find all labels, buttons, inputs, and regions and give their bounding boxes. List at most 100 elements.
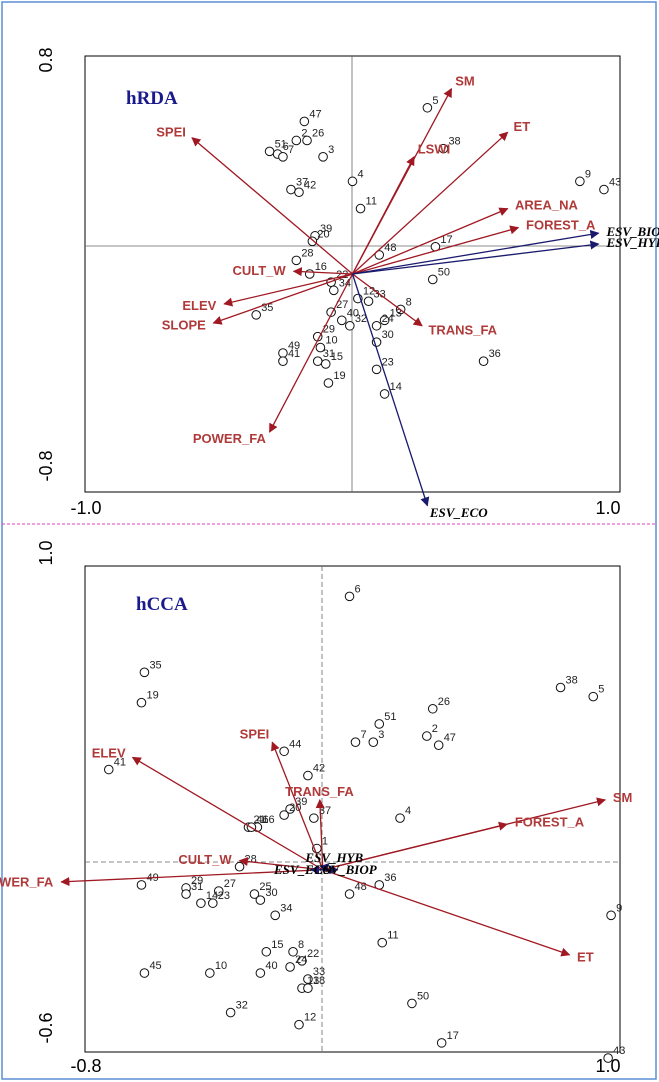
site-label-11: 11: [387, 930, 398, 942]
site-label-20: 20: [317, 228, 329, 240]
site-label-30: 30: [382, 329, 394, 341]
env-arrows: SM FOREST_A ET SPEI ELEV TRANS_FA CULT_W POWER_…: [0, 727, 632, 965]
arrow-label-forest-a: FOREST_A: [515, 814, 585, 829]
arrow-cult-w: [292, 267, 353, 277]
site-point-38: [555, 682, 566, 693]
site-point-23: [208, 898, 218, 908]
site-point-11: [377, 937, 388, 948]
arrow-label-slope: SLOPE: [162, 318, 206, 333]
site-label-41: 41: [288, 348, 300, 360]
site-point-26: [427, 703, 438, 714]
site-label-37: 37: [296, 177, 308, 189]
site-point-37: [286, 184, 296, 195]
site-label-43: 43: [613, 1045, 625, 1057]
arrow-label-et: ET: [577, 949, 594, 964]
arrow-label-power-fa: POWER_FA: [193, 431, 267, 446]
site-label-26: 26: [438, 696, 450, 708]
site-label-48: 48: [384, 242, 396, 254]
site-point-3: [368, 737, 379, 747]
site-point-28: [291, 255, 302, 266]
arrow-trans-fa: [352, 273, 423, 327]
arrow-label-lswi: LSWI: [418, 142, 451, 157]
arrow-forest-a: [322, 821, 508, 871]
arrow-label-power-fa: POWER_FA: [0, 874, 54, 889]
arrow-esv-eco: [351, 273, 430, 507]
arrow-label-cult-w: CULT_W: [232, 263, 286, 278]
site-label-15: 15: [331, 351, 343, 363]
site-label-44: 44: [289, 738, 301, 750]
site-label-9: 9: [616, 902, 622, 914]
site-point-17: [436, 1038, 447, 1048]
arrow-label-esv-eco: ESV_ECO: [273, 862, 332, 877]
site-label-16: 16: [315, 261, 327, 273]
site-point-43: [603, 1053, 613, 1063]
site-label-25: 25: [259, 881, 271, 893]
site-point-5: [588, 691, 599, 702]
site-point-48: [374, 250, 385, 260]
arrow-label-sm: SM: [455, 74, 475, 89]
site-label-36: 36: [489, 348, 501, 360]
arrow-et: [352, 131, 509, 275]
site-point-40: [255, 968, 266, 978]
site-point-49: [136, 880, 147, 890]
site-label-1: 1: [322, 835, 328, 847]
site-point-48: [344, 889, 355, 899]
site-label-7: 7: [288, 144, 294, 156]
site-label-14: 14: [390, 381, 402, 393]
site-label-4: 4: [405, 805, 411, 817]
site-label-47: 47: [444, 732, 456, 744]
site-label-50: 50: [438, 266, 450, 278]
x-tick-min: -0.8: [70, 1056, 101, 1076]
arrow-esv-biop: [352, 229, 600, 275]
site-point-41: [103, 764, 114, 775]
chart-title: hRDA: [126, 88, 178, 109]
arrow-label-sm: SM: [613, 790, 633, 805]
arrow-area-na: [352, 207, 509, 275]
site-label-10: 10: [215, 960, 227, 972]
site-point-37: [309, 813, 319, 823]
site-point-30: [255, 895, 266, 905]
site-label-40: 40: [265, 960, 277, 972]
site-label-2: 2: [301, 127, 307, 139]
arrow-label-et: ET: [514, 119, 531, 134]
x-tick-max: 1.0: [595, 498, 620, 518]
site-point-19: [136, 697, 147, 708]
site-point-24: [371, 320, 382, 331]
site-point-51: [374, 719, 385, 729]
arrow-label-trans-fa: TRANS_FA: [285, 784, 354, 799]
arrow-cult-w: [238, 857, 323, 871]
arrow-power-fa: [268, 273, 354, 433]
site-label-24: 24: [382, 313, 394, 325]
site-point-15: [320, 359, 331, 369]
site-label-20: 20: [289, 802, 301, 814]
site-point-32: [225, 1007, 236, 1018]
site-point-20: [279, 810, 289, 820]
arrow-label-elev: ELEV: [92, 745, 126, 760]
site-label-5: 5: [598, 684, 604, 696]
site-label-34: 34: [339, 277, 351, 289]
site-label-10: 10: [325, 335, 337, 347]
site-point-40: [337, 315, 347, 326]
arrow-power-fa: [60, 869, 323, 887]
arrow-label-esv-hyb: ESV_HYB: [606, 235, 659, 250]
arrow-label-esv-biop: ESV_BIOP: [605, 224, 659, 239]
site-label-19: 19: [333, 370, 345, 382]
site-point-32: [345, 320, 355, 331]
site-label-32: 32: [355, 313, 367, 325]
arrow-trans-fa: [315, 798, 325, 870]
plot-area: [84, 565, 621, 1053]
site-label-40: 40: [347, 307, 359, 319]
site-label-18: 18: [313, 975, 325, 987]
arrow-label-trans-fa: TRANS_FA: [428, 323, 497, 338]
site-point-4: [347, 176, 358, 187]
site-label-29: 29: [191, 875, 203, 887]
site-label-15: 15: [271, 939, 283, 951]
site-label-26: 26: [312, 127, 324, 139]
y-tick-min: -0.8: [36, 450, 56, 481]
site-point-11: [355, 203, 366, 214]
site-label-24: 24: [295, 954, 307, 966]
